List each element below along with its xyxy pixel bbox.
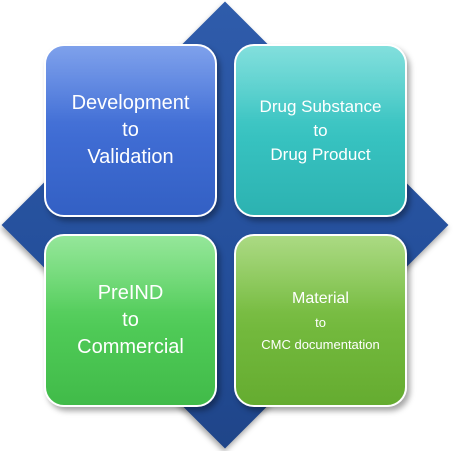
quadrant-text: PreIND to Commercial	[71, 274, 190, 367]
quadrant-text: Drug Substance to Drug Product	[254, 89, 388, 173]
quadrant-line-2: to	[122, 309, 139, 331]
quadrant-line-3: Validation	[87, 146, 174, 168]
quadrant-line-1: Development	[71, 92, 190, 114]
quadrant-line-1: Drug Substance	[259, 96, 382, 116]
quadrant-text: Development to Validation	[66, 84, 196, 177]
quadrant-preind-to-commercial: PreIND to Commercial	[44, 234, 217, 407]
quadrant-line-3: CMC documentation	[261, 336, 380, 352]
quadrant-material-to-cmc-documentation: Material to CMC documentation	[234, 234, 407, 407]
quadrant-line-2: to	[315, 314, 326, 330]
quadrant-development-to-validation: Development to Validation	[44, 44, 217, 217]
quadrant-line-2: to	[122, 119, 139, 141]
quadrant-line-3: Commercial	[77, 336, 184, 358]
quadrant-line-2: to	[313, 120, 328, 140]
quadrant-line-1: PreIND	[97, 282, 164, 304]
quadrant-text: Material to CMC documentation	[255, 280, 386, 362]
quadrant-drug-substance-to-drug-product: Drug Substance to Drug Product	[234, 44, 407, 217]
quadrant-line-3: Drug Product	[270, 144, 371, 164]
quadrant-line-1: Material	[292, 289, 349, 307]
